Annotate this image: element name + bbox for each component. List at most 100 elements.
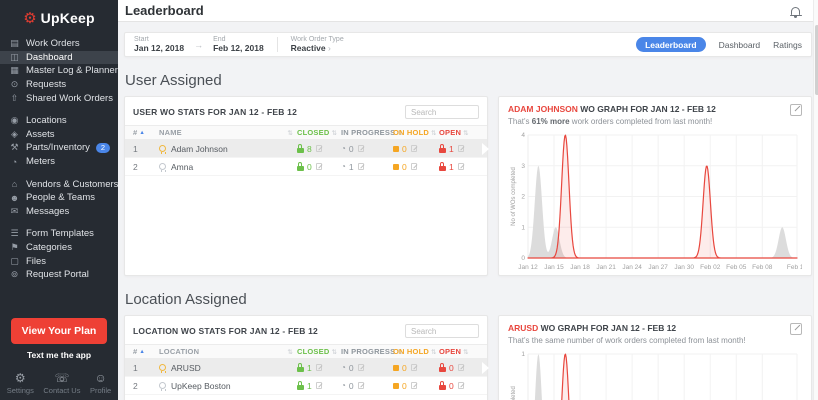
sidebar-item-parts-inventory[interactable]: ⚒ Parts/Inventory 2: [0, 141, 118, 155]
filter-bar: Start Jan 12, 2018 → End Feb 12, 2018 Wo…: [124, 32, 812, 57]
sidebar-item-form-templates[interactable]: ☰ Form Templates: [0, 227, 118, 241]
external-link-icon[interactable]: [315, 163, 323, 170]
stat-closed: 1: [297, 381, 341, 391]
series-current-month: [561, 353, 570, 400]
external-link-icon[interactable]: [315, 145, 323, 152]
sort-icon: ⇅: [397, 129, 403, 137]
external-link-icon[interactable]: [357, 382, 365, 389]
chart-subtitle: That's the same number of work orders co…: [508, 336, 802, 346]
scrollbar-thumb[interactable]: [814, 25, 818, 95]
external-link-icon[interactable]: [410, 163, 418, 170]
table-row[interactable]: 1 Adam Johnson 8 ◔ 0 0 1: [125, 140, 487, 158]
series-previous-month: [534, 353, 542, 400]
column-header-open[interactable]: OPEN ⇅: [439, 128, 479, 137]
sort-icon: ⇅: [287, 129, 293, 137]
trophy-gold-icon: [159, 364, 166, 373]
sidebar-item-work-orders[interactable]: ▤ Work Orders: [0, 37, 118, 51]
sidebar-item-vendors-customers[interactable]: ⌂ Vendors & Customers: [0, 177, 118, 191]
column-label: ON HOLD: [393, 347, 429, 356]
people-icon: ☻: [9, 192, 20, 203]
view-tab-leaderboard[interactable]: Leaderboard: [636, 37, 706, 52]
open-in-new-icon[interactable]: [790, 323, 802, 335]
sort-icon: ⇅: [463, 129, 469, 137]
table-row[interactable]: 1 ARUSD 1 ◔ 0 0 0: [125, 359, 487, 377]
stat-open: 1: [439, 162, 479, 172]
external-link-icon[interactable]: [457, 163, 465, 170]
name-cell: UpKeep Boston: [159, 381, 297, 391]
external-link-icon[interactable]: [410, 364, 418, 371]
column-header-open[interactable]: OPEN ⇅: [439, 347, 479, 356]
notifications-bell-icon[interactable]: [789, 6, 802, 18]
closed-lock-icon: [297, 381, 304, 390]
column-header-in_progress[interactable]: IN PROGRESS ⇅: [341, 347, 403, 356]
on-hold-icon: [393, 382, 399, 389]
svg-text:Jan 21: Jan 21: [596, 264, 616, 271]
column-header-name[interactable]: NAME ⇅: [159, 128, 297, 137]
sidebar-item-shared-work-orders[interactable]: ⇧ Shared Work Orders: [0, 91, 118, 105]
view-tab-dashboard[interactable]: Dashboard: [718, 39, 761, 50]
sidebar-item-requests[interactable]: ⊙ Requests: [0, 78, 118, 92]
footer-item-profile[interactable]: ☺ Profile: [90, 372, 111, 396]
sidebar-item-people-teams[interactable]: ☻ People & Teams: [0, 191, 118, 205]
sidebar-item-locations[interactable]: ◉ Locations: [0, 114, 118, 128]
view-your-plan-button[interactable]: View Your Plan: [10, 318, 108, 344]
start-date-picker[interactable]: Start Jan 12, 2018: [134, 36, 184, 54]
brand-name: UpKeep: [40, 10, 95, 26]
svg-text:Jan 30: Jan 30: [674, 264, 694, 271]
text-me-the-app-link[interactable]: Text me the app: [26, 350, 92, 360]
sidebar-item-request-portal[interactable]: ⊚ Request Portal: [0, 268, 118, 282]
column-header-on_hold[interactable]: ON HOLD ⇅: [393, 128, 439, 137]
chart-title-rest: WO GRAPH FOR JAN 12 - FEB 12: [538, 323, 677, 333]
column-header-rank[interactable]: # ▲: [133, 347, 159, 356]
table-row[interactable]: 2 Amna 0 ◔ 1 0 1: [125, 158, 487, 176]
column-label: OPEN: [439, 128, 462, 137]
closed-lock-icon: [297, 144, 304, 153]
sidebar-item-dashboard[interactable]: ◫ Dashboard: [0, 50, 118, 65]
open-lock-icon: [439, 381, 446, 390]
search-input[interactable]: [405, 105, 479, 119]
column-label: CLOSED: [297, 128, 330, 137]
sidebar-item-files[interactable]: ▢ Files: [0, 254, 118, 268]
external-link-icon[interactable]: [315, 364, 323, 371]
sidebar-item-label: Shared Work Orders: [26, 92, 113, 104]
footer-item-settings[interactable]: ⚙ Settings: [7, 372, 34, 396]
sidebar: ⚙ UpKeep ▤ Work Orders ◫ Dashboard ▦ Master L…: [0, 0, 118, 400]
external-link-icon[interactable]: [357, 163, 365, 170]
table-row[interactable]: 2 UpKeep Boston 1 ◔ 0 0 0: [125, 377, 487, 395]
column-header-closed[interactable]: CLOSED ⇅: [297, 347, 341, 356]
chart-title-rest: WO GRAPH FOR JAN 12 - FEB 12: [577, 104, 716, 114]
sidebar-item-assets[interactable]: ◈ Assets: [0, 128, 118, 142]
open-in-new-icon[interactable]: [790, 104, 802, 116]
external-link-icon[interactable]: [410, 382, 418, 389]
external-link-icon[interactable]: [357, 364, 365, 371]
sidebar-item-label: Messages: [26, 205, 70, 217]
sidebar-item-messages[interactable]: ✉ Messages: [0, 205, 118, 219]
sidebar-item-categories[interactable]: ⚑ Categories: [0, 241, 118, 255]
column-header-closed[interactable]: CLOSED ⇅: [297, 128, 341, 137]
external-link-icon[interactable]: [457, 382, 465, 389]
external-link-icon[interactable]: [315, 382, 323, 389]
sidebar-item-meters[interactable]: ◔ Meters: [0, 155, 118, 169]
stat-value: 0: [449, 380, 454, 391]
external-link-icon[interactable]: [357, 145, 365, 152]
trophy-gold-icon: [159, 145, 166, 154]
svg-text:Jan 24: Jan 24: [622, 264, 642, 271]
end-date-picker[interactable]: End Feb 12, 2018: [213, 36, 264, 54]
external-link-icon[interactable]: [410, 145, 418, 152]
sidebar-item-master-log-planner[interactable]: ▦ Master Log & Planner: [0, 64, 118, 78]
view-tab-ratings[interactable]: Ratings: [773, 39, 802, 50]
column-header-on_hold[interactable]: ON HOLD ⇅: [393, 347, 439, 356]
search-input[interactable]: [405, 324, 479, 338]
column-header-rank[interactable]: # ▲: [133, 128, 159, 137]
stat-value: 0: [449, 362, 454, 373]
stat-value: 0: [348, 143, 354, 154]
nav-group: ⌂ Vendors & Customers ☻ People & Teams ✉ Mess…: [0, 177, 118, 218]
column-header-name[interactable]: LOCATION ⇅: [159, 347, 297, 356]
work-order-type-select[interactable]: Work Order Type Reactive ›: [291, 36, 344, 54]
stat-value: 1: [348, 161, 354, 172]
external-link-icon[interactable]: [457, 145, 465, 152]
external-link-icon[interactable]: [457, 364, 465, 371]
column-header-in_progress[interactable]: IN PROGRESS ⇅: [341, 128, 403, 137]
nav-group: ☰ Form Templates ⚑ Categories ▢ Files ⊚ Request…: [0, 227, 118, 281]
footer-item-contact-us[interactable]: ☏ Contact Us: [43, 372, 80, 396]
